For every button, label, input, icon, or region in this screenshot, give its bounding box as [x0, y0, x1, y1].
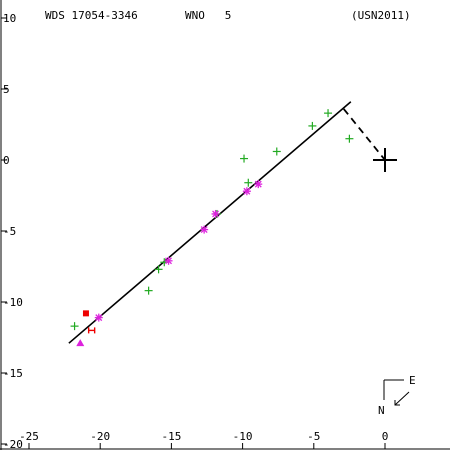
y-tick-label: 5	[3, 83, 10, 96]
data-point-plus	[324, 109, 333, 118]
y-tick-label: 0	[3, 154, 10, 167]
x-tick-label: -10	[233, 430, 253, 443]
chart-title-right: (USN2011)	[351, 9, 411, 22]
data-point-plus	[240, 154, 249, 163]
data-point-plus	[308, 121, 317, 130]
data-point-asterisk	[211, 209, 220, 218]
x-tick-label: -5	[307, 430, 320, 443]
y-tick-label: -5	[3, 225, 16, 238]
data-point-plus	[272, 147, 281, 156]
x-tick-label: 0	[382, 430, 389, 443]
data-point-plus	[154, 265, 163, 274]
orbit-line	[68, 101, 352, 344]
data-point-asterisk	[242, 187, 251, 196]
data-point-asterisk	[254, 180, 263, 189]
data-point-plus	[70, 322, 79, 331]
data-marks	[70, 109, 397, 347]
x-tick-label: -25	[19, 430, 39, 443]
y-tick-label: -10	[3, 296, 23, 309]
y-tick-label: 10	[3, 12, 16, 25]
fit-lines	[68, 101, 386, 344]
compass-arrowhead	[394, 400, 400, 406]
chart-title-mid: WNO 5	[185, 9, 232, 22]
data-point-plus	[345, 134, 354, 143]
data-point-asterisk	[200, 225, 209, 234]
y-tick-label: -20	[3, 438, 23, 450]
data-point-hbar	[87, 327, 96, 334]
data-point-plus	[244, 178, 253, 187]
dashed-line	[343, 108, 386, 161]
data-point-asterisk	[94, 313, 103, 322]
data-point-plus	[144, 286, 153, 295]
x-tick-label: -20	[90, 430, 110, 443]
chart-title-left: WDS 17054-3346	[45, 9, 138, 22]
compass-north-label: N	[378, 404, 385, 417]
data-point-asterisk	[164, 256, 173, 265]
y-tick-label: -15	[3, 367, 23, 380]
data-point-triangle	[76, 339, 85, 347]
x-tick-label: -15	[161, 430, 181, 443]
data-point-square	[82, 310, 89, 317]
compass-arrow	[394, 391, 410, 406]
compass-indicator: E N	[378, 374, 416, 417]
compass-east-label: E	[409, 374, 416, 387]
